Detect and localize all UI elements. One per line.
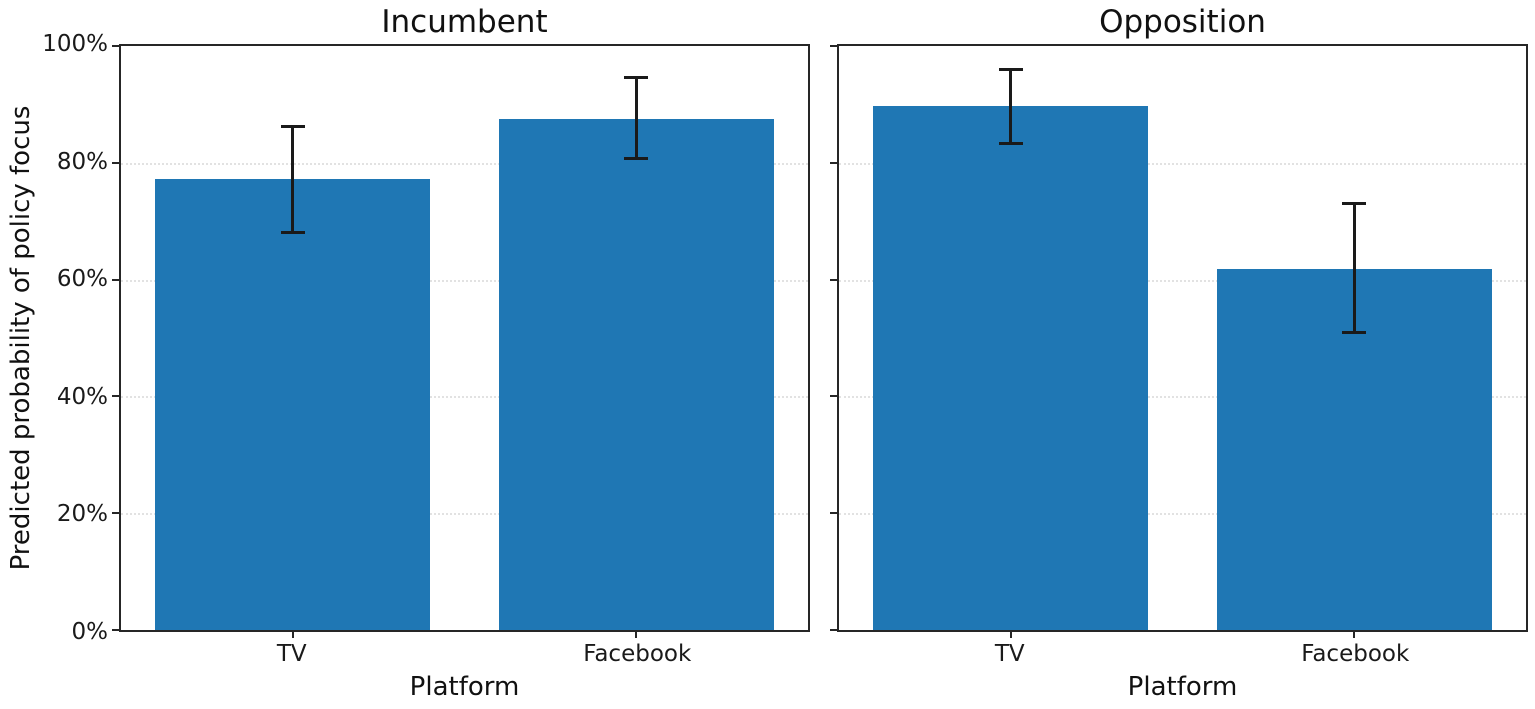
gridline-60pct bbox=[121, 279, 808, 282]
bar-tv bbox=[873, 106, 1149, 630]
y-tick-mark-40 bbox=[830, 395, 837, 398]
y-tick-mark-80 bbox=[112, 161, 119, 164]
y-tick-label-20: 20% bbox=[56, 501, 108, 528]
y-tick-mark-80 bbox=[830, 161, 837, 164]
x-axis-label-incumbent: Platform bbox=[409, 672, 520, 702]
gridline-20pct bbox=[839, 513, 1526, 516]
y-tick-mark-0 bbox=[830, 629, 837, 631]
gridline-40pct bbox=[121, 396, 808, 399]
x-tick-mark-facebook bbox=[635, 632, 638, 638]
y-tick-label-80: 80% bbox=[56, 148, 108, 175]
x-axis-label-opposition: Platform bbox=[1127, 672, 1238, 702]
panel-title-opposition: Opposition bbox=[1099, 4, 1266, 40]
error-bar-cap-bottom-tv bbox=[998, 142, 1023, 146]
plot-area-incumbent bbox=[112, 44, 810, 638]
x-tick-mark-facebook bbox=[1353, 632, 1356, 638]
panel-title-incumbent: Incumbent bbox=[381, 4, 548, 40]
x-tick-label-facebook: Facebook bbox=[583, 641, 692, 667]
y-tick-mark-100 bbox=[830, 45, 837, 47]
y-tick-mark-60 bbox=[830, 278, 837, 281]
bar-tv bbox=[155, 179, 431, 630]
error-bar-cap-top-facebook bbox=[1342, 202, 1367, 206]
error-bar-cap-bottom-facebook bbox=[624, 156, 649, 160]
error-bar-cap-top-tv bbox=[280, 125, 305, 129]
y-tick-label-40: 40% bbox=[56, 383, 108, 410]
error-bar-line-facebook bbox=[1352, 203, 1356, 333]
y-tick-mark-60 bbox=[112, 278, 119, 281]
y-tick-mark-20 bbox=[830, 512, 837, 515]
y-tick-mark-40 bbox=[112, 395, 119, 398]
gridline-80pct bbox=[839, 162, 1526, 165]
y-tick-mark-20 bbox=[112, 512, 119, 515]
panel-opposition: Opposition Platform TV Facebook bbox=[830, 0, 1528, 709]
panel-incumbent: Incumbent Platform TV Facebook bbox=[112, 0, 810, 709]
plot-area-opposition bbox=[830, 44, 1528, 638]
error-bar-cap-bottom-facebook bbox=[1342, 330, 1367, 334]
x-tick-mark-tv bbox=[1009, 632, 1012, 638]
y-axis-tick-labels: 0% 20% 40% 60% 80% 100% bbox=[0, 0, 112, 709]
error-bar-line-facebook bbox=[634, 77, 638, 159]
y-tick-label-0: 0% bbox=[71, 619, 109, 645]
gridline-60pct bbox=[839, 279, 1526, 282]
error-bar-line-tv bbox=[1009, 69, 1013, 144]
error-bar-cap-bottom-tv bbox=[280, 231, 305, 235]
error-bar-cap-top-facebook bbox=[624, 76, 649, 80]
x-tick-label-facebook: Facebook bbox=[1301, 641, 1410, 667]
y-tick-mark-100 bbox=[112, 45, 119, 47]
gridline-80pct bbox=[121, 162, 808, 165]
y-tick-mark-0 bbox=[112, 629, 119, 631]
bar-facebook bbox=[498, 119, 774, 630]
error-bar-line-tv bbox=[291, 126, 295, 233]
x-tick-label-tv: TV bbox=[276, 641, 307, 667]
x-tick-mark-tv bbox=[291, 632, 294, 638]
gridline-40pct bbox=[839, 396, 1526, 399]
y-tick-label-100: 100% bbox=[42, 31, 108, 57]
error-bar-cap-top-tv bbox=[998, 67, 1023, 71]
x-tick-label-tv: TV bbox=[994, 641, 1025, 667]
y-tick-label-60: 60% bbox=[56, 266, 108, 293]
gridline-20pct bbox=[121, 513, 808, 516]
